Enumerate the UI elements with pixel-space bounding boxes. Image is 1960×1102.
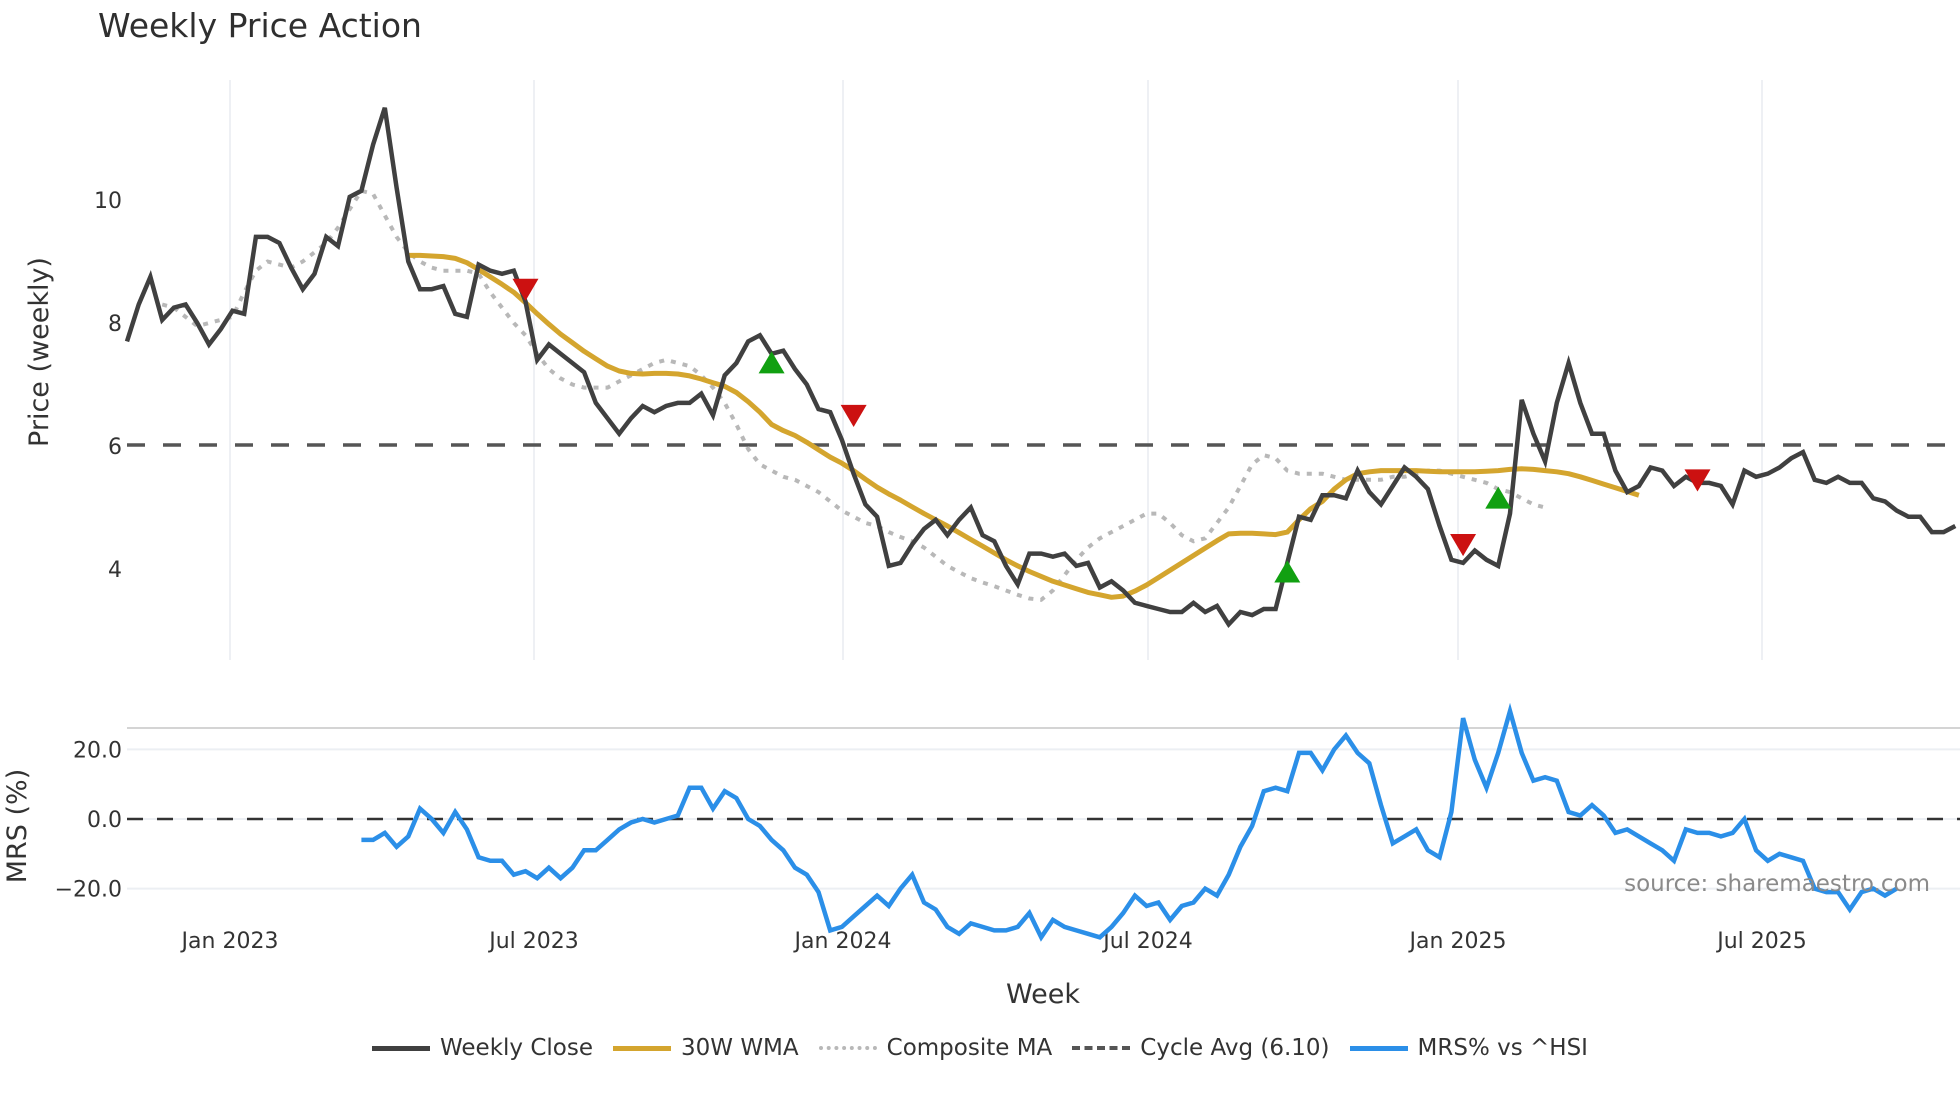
x-tick-label: Jan 2024: [793, 929, 892, 954]
legend-item-cycle-avg[interactable]: Cycle Avg (6.10): [1072, 1035, 1330, 1061]
sell-signal-marker-icon: [1684, 469, 1711, 492]
mrs-tick-label: 20.0: [73, 738, 122, 763]
buy-signal-marker-icon: [758, 351, 785, 374]
legend-item-mrs[interactable]: MRS% vs ^HSI: [1349, 1035, 1588, 1061]
legend-swatch-icon: [818, 1046, 877, 1050]
legend-item-weekly-close[interactable]: Weekly Close: [372, 1035, 593, 1061]
price-tick-label: 10: [94, 189, 122, 214]
legend-swatch-icon: [613, 1045, 671, 1051]
legend-label: MRS% vs ^HSI: [1417, 1035, 1588, 1061]
legend-label: Cycle Avg (6.10): [1140, 1035, 1330, 1061]
legend-swatch-icon: [1349, 1045, 1408, 1051]
sell-signal-marker-icon: [840, 404, 867, 427]
legend-item-30w-wma[interactable]: 30W WMA: [613, 1035, 799, 1061]
price-tick-label: 4: [108, 558, 122, 583]
x-axis-ticks: Jan 2023 Jul 2023 Jan 2024 Jul 2024 Jan 2025…: [180, 929, 1807, 954]
legend-swatch-icon: [372, 1045, 431, 1051]
legend-label: 30W WMA: [681, 1035, 799, 1061]
x-tick-label: Jan 2025: [1408, 929, 1507, 954]
weekly-close-line: [124, 107, 1957, 629]
buy-signal-marker-icon: [1274, 560, 1301, 583]
price-tick-label: 6: [108, 435, 122, 460]
legend-swatch-icon: [1072, 1046, 1131, 1050]
legend-label: Weekly Close: [440, 1035, 593, 1061]
legend-item-composite-ma[interactable]: Composite MA: [818, 1035, 1053, 1061]
signal-markers: [512, 278, 1711, 583]
price-y-ticks: 10 8 6 4: [94, 189, 122, 583]
mrs-y-ticks: 20.0 0.0 −20.0: [55, 738, 122, 902]
mrs-line: [361, 702, 1898, 942]
x-tick-label: Jul 2024: [1101, 929, 1193, 954]
source-attribution: source: sharemaestro.com: [1624, 871, 1930, 897]
mrs-tick-label: −20.0: [55, 878, 122, 903]
mrs-y-axis-label: MRS (%): [2, 769, 33, 884]
legend: Weekly Close 30W WMA Composite MA Cycle …: [0, 1035, 1960, 1061]
x-axis-label: Week: [1006, 979, 1080, 1010]
price-tick-label: 8: [108, 312, 122, 337]
legend-label: Composite MA: [886, 1035, 1053, 1061]
sell-signal-marker-icon: [1450, 534, 1477, 557]
chart-title: Weekly Price Action: [98, 6, 422, 45]
x-tick-label: Jan 2023: [180, 929, 279, 954]
x-tick-label: Jul 2023: [487, 929, 579, 954]
x-gridlines: [229, 80, 1763, 660]
sell-signal-marker-icon: [512, 278, 539, 301]
composite-ma-line: [161, 188, 1546, 602]
buy-signal-marker-icon: [1485, 486, 1512, 509]
wma-30w-line: [408, 252, 1640, 600]
x-tick-label: Jul 2025: [1715, 929, 1807, 954]
price-y-axis-label: Price (weekly): [24, 257, 55, 447]
mrs-tick-label: 0.0: [87, 808, 122, 833]
